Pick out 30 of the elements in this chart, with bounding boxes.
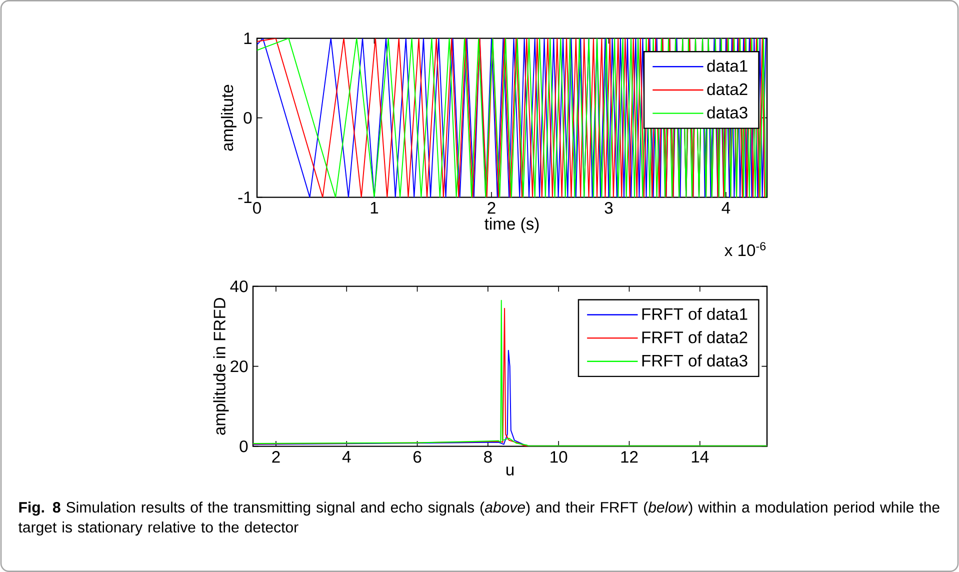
x-tick-label: 3 — [604, 202, 613, 214]
text: Fig. 8 Simulation results of the transmitting signal and echo signals (above) and their FRFT (below) within a modulation period while the target is stationary relative to the detector — [18, 501, 940, 536]
y-axis-title: amplitute — [220, 84, 236, 151]
x-tick-label: 4 — [342, 450, 351, 462]
legend-label: FRFT of data1 — [642, 308, 748, 320]
x-axis-title: u — [506, 466, 514, 476]
y-tick-label: 1 — [244, 32, 252, 44]
x-tick-label: 2 — [272, 450, 280, 462]
x-tick-label: 8 — [484, 450, 492, 463]
y-tick-label: -1 — [238, 191, 252, 203]
y-axis-title: amplitude in FRFD — [213, 298, 229, 435]
y-tick-label: 0 — [240, 440, 248, 452]
x-tick-label: 0 — [253, 202, 261, 214]
y-tick-label: 0 — [244, 112, 252, 124]
x-tick-label: 2 — [488, 202, 496, 214]
x-axis-title: time (s) — [484, 217, 539, 233]
legend-label: FRFT of data2 — [642, 330, 748, 344]
x-tick-label: 12 — [621, 450, 638, 462]
x-tick-label: 1 — [370, 202, 378, 214]
legend-label: data2 — [707, 82, 748, 96]
legend-label: data3 — [707, 106, 748, 118]
legend-label: data1 — [707, 59, 748, 72]
x-tick-label: 6 — [413, 450, 422, 463]
y-tick-label: 40 — [230, 280, 248, 292]
x-tick-label: 4 — [722, 202, 730, 214]
x-tick-label: 14 — [692, 450, 709, 462]
text: x 10$^{-6}$ — [724, 242, 766, 256]
y-tick-label: 20 — [230, 360, 248, 372]
x-tick-label: 10 — [550, 450, 568, 463]
legend-label: FRFT of data3 — [642, 354, 748, 366]
